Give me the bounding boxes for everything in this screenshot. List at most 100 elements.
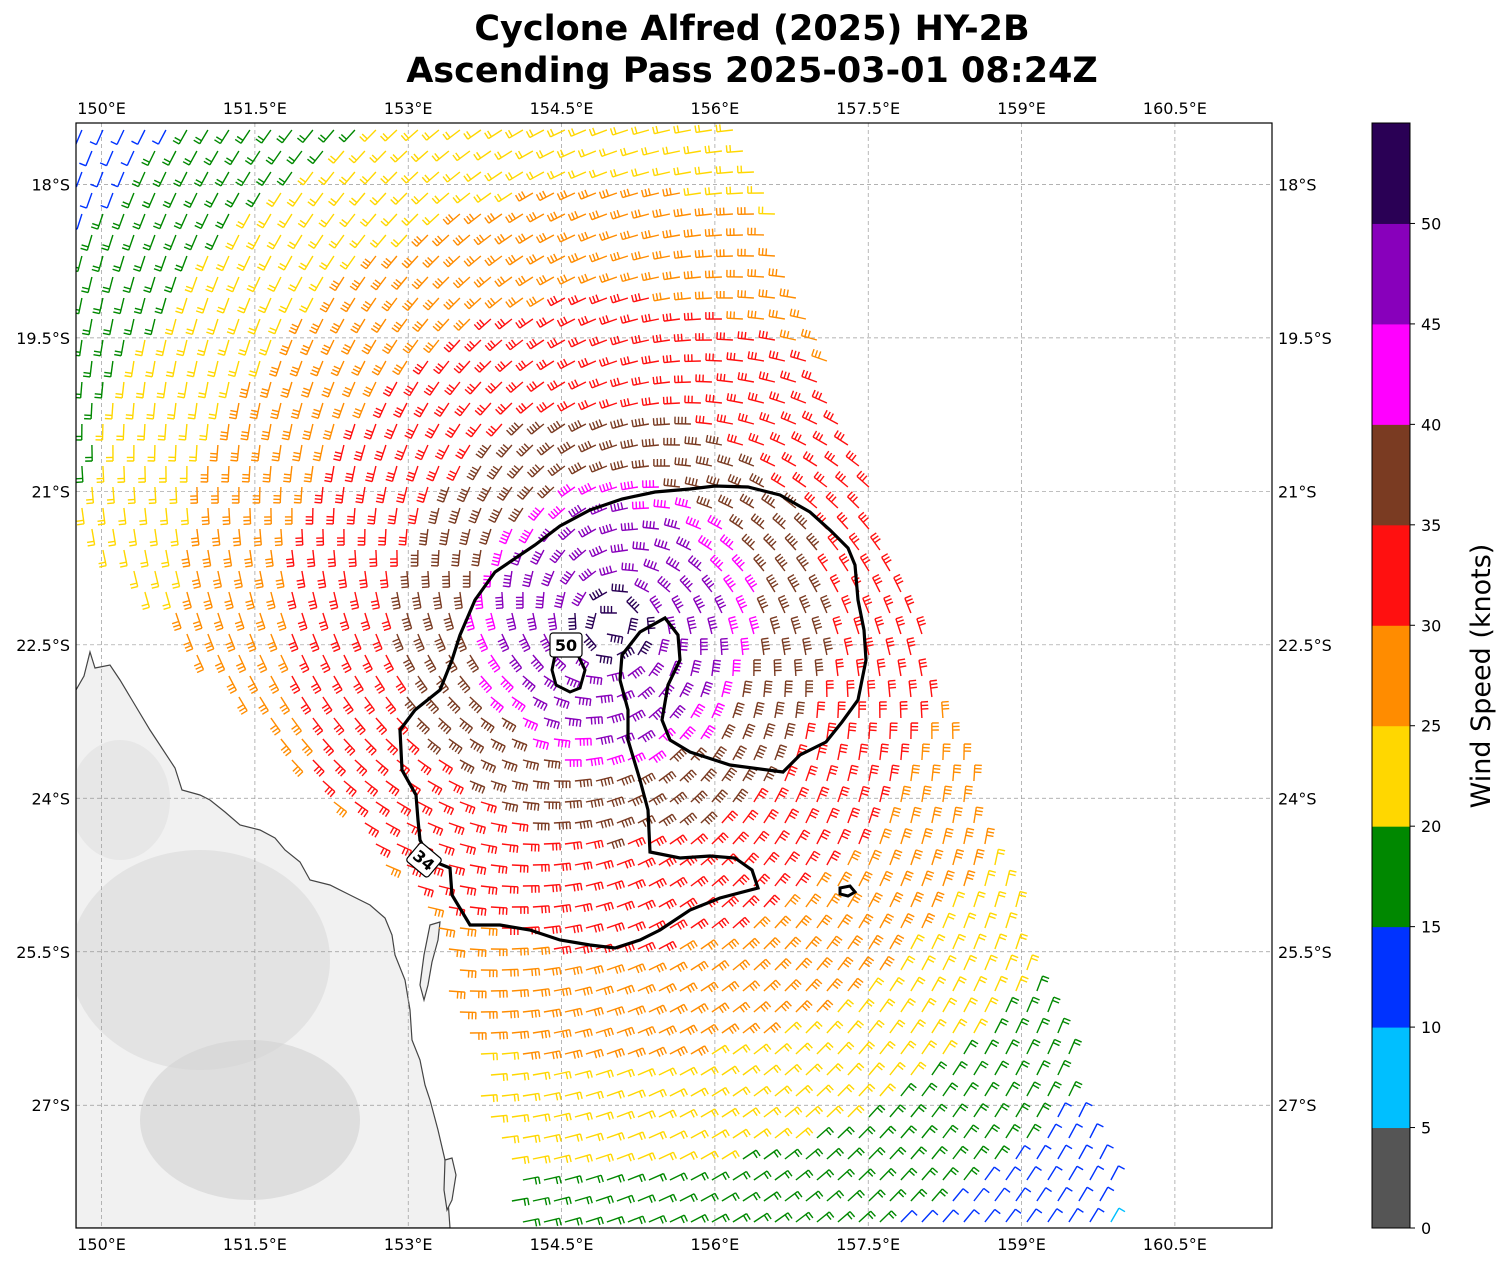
wind-barb (306, 549, 316, 568)
wind-barb (411, 234, 429, 247)
wind-barb (166, 402, 177, 420)
wind-barb (275, 570, 285, 589)
wind-barb (321, 381, 335, 398)
wind-barb (327, 549, 337, 568)
wind-barb (214, 171, 230, 187)
wind-barb (729, 513, 744, 530)
wind-barb (346, 507, 356, 525)
wind-barb (173, 171, 188, 187)
wind-barb (161, 549, 170, 568)
wind-barb (380, 255, 398, 269)
wind-barb (371, 360, 387, 376)
wind-barb (516, 443, 534, 457)
wind-barb (439, 528, 450, 546)
wind-barb (185, 318, 198, 336)
wind-barb (369, 549, 378, 568)
wind-barb (631, 335, 650, 345)
wind-barb (824, 450, 839, 467)
lat-label-left: 27°S (31, 1096, 70, 1115)
wind-barb (772, 512, 786, 530)
wind-barb (631, 501, 649, 510)
wind-barb (421, 129, 440, 141)
wind-barb (336, 528, 345, 546)
wind-barb (453, 591, 463, 610)
lon-label: 153°E (384, 99, 433, 118)
wind-barb (744, 574, 758, 593)
wind-barb (758, 289, 775, 299)
wind-barb (444, 381, 461, 396)
colorbar-tick-label: 20 (1421, 817, 1441, 836)
colorbar-tick-label: 30 (1421, 616, 1441, 635)
wind-barb (97, 507, 106, 526)
colorbar-tick-label: 40 (1421, 415, 1441, 434)
wind-barb (674, 457, 691, 467)
wind-barb (557, 484, 576, 497)
wind-barb (535, 190, 555, 202)
wind-barb (293, 486, 303, 504)
lon-label: 160.5°E (1143, 99, 1207, 118)
wind-barb (216, 297, 230, 314)
colorbar-tick-label: 50 (1421, 214, 1441, 233)
wind-barb (126, 444, 135, 462)
wind-barb (800, 328, 818, 341)
wind-barb (683, 146, 702, 155)
wind-barb (705, 353, 722, 362)
wind-barb (833, 430, 849, 446)
lon-label: 151.5°E (223, 99, 287, 118)
wind-barb (369, 150, 387, 163)
wind-barb (92, 297, 104, 315)
wind-barb (715, 166, 733, 175)
wind-barb (696, 495, 713, 509)
wind-barb (106, 486, 115, 505)
wind-barb (716, 332, 733, 341)
wind-barb (811, 389, 828, 404)
wind-barb (515, 317, 534, 329)
wind-barb (557, 526, 576, 541)
wind-barb (423, 381, 440, 396)
wind-barb (428, 507, 440, 525)
wind-barb (631, 293, 650, 303)
wind-barb (464, 381, 482, 395)
wind-barb (431, 234, 450, 247)
wind-barb (568, 547, 587, 561)
wind-barb (164, 318, 177, 336)
wind-barb (132, 213, 146, 230)
longitude-labels-bottom: 150°E 151.5°E 153°E 154.5°E 156°E 157.5°E 159°… (77, 1235, 1207, 1254)
wind-barb (178, 423, 188, 441)
wind-barb (466, 465, 482, 481)
wind-barb (286, 150, 303, 165)
wind-barb (193, 171, 209, 187)
wind-barb (225, 276, 240, 293)
wind-barb (357, 528, 366, 546)
wind-barb (155, 339, 167, 357)
wind-barb (407, 507, 419, 525)
wind-barb (817, 553, 829, 572)
wind-barb (473, 150, 492, 161)
wind-barb (111, 213, 125, 230)
wind-barb (726, 311, 743, 320)
wind-barb (400, 129, 419, 142)
wind-barb (726, 269, 743, 278)
wind-barb (770, 472, 786, 488)
contour-label-50-text: 50 (555, 636, 577, 655)
wind-barb (486, 465, 503, 480)
wind-barb (662, 187, 681, 197)
lon-label: 151.5°E (223, 1235, 287, 1254)
wind-barb (781, 451, 797, 467)
wind-barb (193, 129, 209, 145)
wind-barb (556, 274, 576, 285)
wind-barb (170, 528, 179, 547)
wind-barb (577, 315, 597, 326)
wind-barb (695, 333, 712, 341)
wind-barb (663, 478, 680, 488)
wind-barb (416, 486, 429, 504)
wind-barb (609, 335, 629, 346)
lat-label-right: 21°S (1278, 482, 1317, 501)
wind-barb (652, 334, 671, 344)
wind-barb (665, 556, 681, 572)
wind-barb (255, 612, 266, 632)
wind-barb (433, 360, 450, 375)
wind-barb (141, 591, 151, 610)
wind-barb (196, 339, 209, 357)
wind-barb (526, 421, 545, 435)
